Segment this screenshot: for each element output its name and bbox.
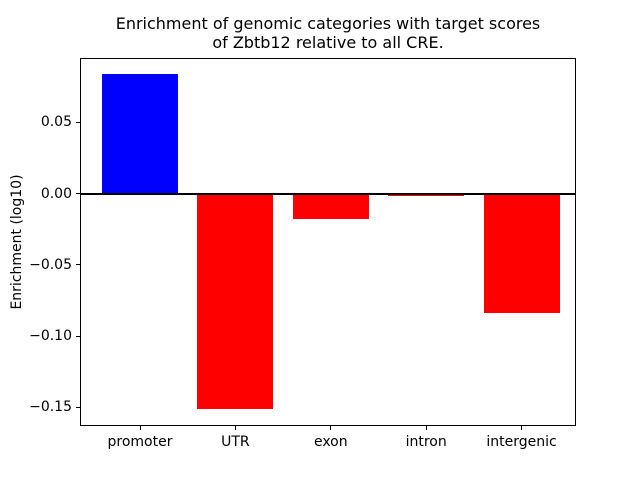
zero-line	[80, 192, 576, 195]
x-tick-mark	[234, 426, 236, 430]
y-tick-label: 0.05	[40, 114, 72, 131]
y-tick-label: 0.00	[40, 185, 72, 202]
x-tick-mark	[330, 426, 332, 430]
y-tick-mark	[76, 193, 80, 194]
y-tick-label: −0.05	[29, 256, 72, 273]
bar-UTR	[197, 193, 274, 409]
y-tick-mark	[76, 335, 80, 337]
x-tick-label-intergenic: intergenic	[486, 434, 557, 450]
x-tick-label-exon: exon	[313, 434, 348, 450]
x-tick-mark	[139, 426, 141, 430]
x-tick-mark	[521, 426, 523, 430]
bar-intron	[388, 193, 465, 197]
x-tick-label-UTR: UTR	[221, 434, 250, 450]
bar-intergenic	[483, 193, 560, 314]
chart-title: Enrichment of genomic categories with ta…	[115, 14, 541, 52]
x-tick-label-intron: intron	[405, 434, 447, 450]
x-tick-label-promoter: promoter	[107, 434, 173, 450]
y-tick-label: −0.10	[29, 328, 72, 345]
y-tick-label: −0.15	[29, 399, 72, 416]
y-tick-mark	[76, 121, 80, 123]
plot-area	[80, 58, 576, 426]
bar-exon	[292, 193, 369, 220]
y-tick-mark	[76, 264, 80, 266]
x-tick-mark	[425, 426, 427, 430]
y-axis-label: Enrichment (log10)	[9, 174, 25, 310]
bar-promoter	[102, 73, 178, 194]
y-tick-mark	[76, 406, 80, 408]
